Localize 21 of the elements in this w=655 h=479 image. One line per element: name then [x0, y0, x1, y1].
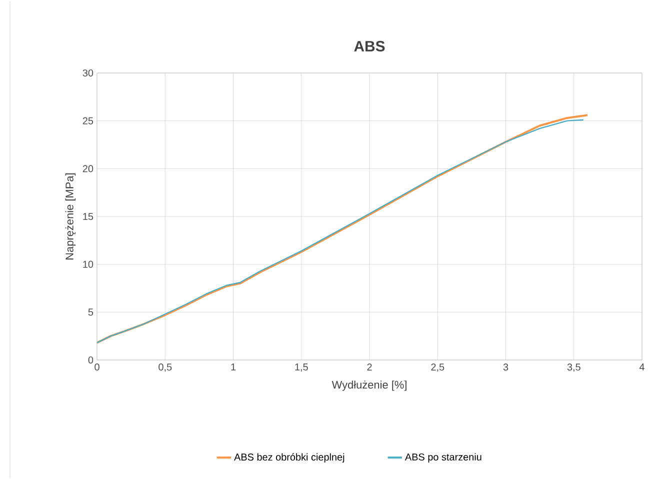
y-tick-label: 20 [82, 165, 94, 172]
y-tick-label: 0 [88, 356, 94, 364]
x-tick-label: 1 [231, 364, 236, 370]
legend-label: ABS bez obróbki cieplnej [234, 453, 344, 463]
x-tick-label: 0 [94, 364, 100, 371]
chart-title: ABS [354, 40, 385, 52]
x-tick-label: 3 [503, 364, 508, 371]
y-tick-label: 5 [88, 308, 94, 316]
x-tick-label: 1,5 [295, 364, 308, 372]
x-axis-title: Wydłużenie [%] [332, 380, 406, 391]
y-axis-title: Naprężenie [MPa] [65, 173, 76, 260]
x-tick-label: 0,5 [158, 364, 172, 372]
y-tick-label: 30 [82, 69, 94, 77]
x-tick-label: 3,5 [567, 364, 580, 372]
y-tick-label: 15 [83, 213, 94, 220]
x-tick-label: 2,5 [431, 364, 444, 372]
x-tick-label: 2 [367, 364, 372, 370]
y-tick-label: 25 [82, 117, 94, 124]
y-tick-label: 10 [83, 260, 94, 268]
x-tick-label: 4 [639, 364, 644, 370]
legend-label: ABS po starzeniu [404, 453, 482, 462]
